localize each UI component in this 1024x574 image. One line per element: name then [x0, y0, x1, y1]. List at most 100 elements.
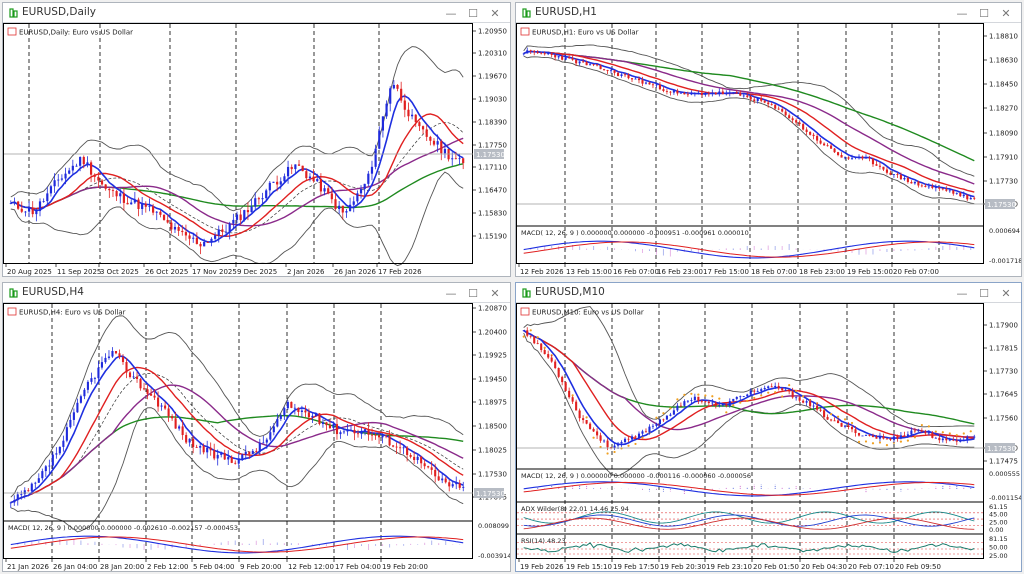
price-chart-daily[interactable]: EURUSD,Daily: Euro vs US Dollar 1.20950 1.…	[3, 23, 510, 276]
maximize-icon[interactable]: ☐	[979, 286, 989, 300]
candle-body	[423, 463, 426, 467]
close-icon[interactable]: ✕	[490, 286, 500, 300]
candle-body	[679, 92, 682, 94]
candle-body	[802, 124, 805, 130]
candle-body	[543, 350, 546, 355]
minimize-icon[interactable]: —	[445, 286, 457, 300]
candle-body	[924, 431, 927, 434]
sar-dot	[529, 329, 532, 332]
candle-body	[214, 235, 217, 239]
candle-body	[826, 145, 829, 147]
sar-dot	[627, 444, 630, 447]
candle-body	[462, 486, 465, 488]
candle-body	[297, 407, 300, 412]
candle-body	[550, 357, 553, 362]
minimize-icon[interactable]: —	[956, 6, 968, 20]
sar-dot	[613, 450, 616, 454]
price-chart-h4[interactable]: EURUSD,H4: Euro vs US Dollar 1.20870 1.204…	[3, 303, 510, 571]
candle-body	[739, 396, 742, 398]
maximize-icon[interactable]: ☐	[979, 6, 989, 20]
candle-body	[596, 431, 599, 436]
maximize-icon[interactable]: ☐	[468, 286, 478, 300]
candle-body	[721, 91, 724, 95]
candle-body	[669, 414, 672, 416]
candle-body	[582, 61, 585, 63]
candle-body	[910, 430, 913, 435]
indicator-scale-label: 0.000694	[989, 227, 1020, 235]
current-price-tag	[985, 443, 1015, 453]
candle-body	[31, 207, 34, 215]
maximize-icon[interactable]: ☐	[468, 6, 478, 20]
candle-body	[111, 351, 114, 357]
candle-body	[199, 445, 202, 448]
sar-dot	[906, 439, 909, 442]
minimize-icon[interactable]: —	[445, 6, 457, 20]
candle-body	[770, 386, 773, 388]
chart-window-h1[interactable]: EURUSD,H1 — ☐ ✕ EURUSD,H1: Euro vs US Do…	[515, 2, 1022, 277]
candle-body	[192, 438, 195, 447]
time-label: 19 Feb 20:00	[382, 563, 428, 571]
candle-body	[966, 437, 969, 440]
candle-body	[732, 398, 735, 402]
time-label: 2 Feb 12:00	[147, 563, 188, 571]
candle-body	[913, 430, 916, 432]
window-titlebar[interactable]: EURUSD,Daily — ☐ ✕	[3, 3, 510, 23]
candle-body	[725, 93, 728, 95]
chart-window-h4[interactable]: EURUSD,H4 — ☐ ✕ EURUSD,H4: Euro vs US Do…	[2, 282, 511, 572]
window-titlebar[interactable]: EURUSD,H4 — ☐ ✕	[3, 283, 510, 303]
window-title: EURUSD,H4	[22, 286, 84, 298]
time-label: 9 Feb 20:00	[240, 563, 281, 571]
candle-body	[592, 428, 595, 432]
candle-body	[152, 206, 155, 213]
candle-body	[871, 158, 875, 165]
price-chart-m10[interactable]: EURUSD,M10: Euro vs US Dollar 1.17900 1.17…	[516, 303, 1021, 571]
sar-dot	[829, 413, 833, 416]
sar-dot	[899, 440, 903, 443]
ma-fast	[10, 355, 464, 504]
candle-body	[213, 450, 216, 459]
sar-dot	[697, 393, 700, 396]
legend-icon	[520, 307, 530, 316]
candle-body	[164, 405, 167, 409]
sar-dot	[934, 430, 937, 433]
candle-body	[913, 181, 916, 184]
window-titlebar[interactable]: EURUSD,M10 — ☐ ✕	[516, 283, 1021, 303]
candle-body	[721, 404, 724, 406]
candle-body	[707, 93, 710, 95]
minimize-icon[interactable]: —	[956, 286, 968, 300]
close-icon[interactable]: ✕	[1001, 286, 1011, 300]
candle-body	[420, 456, 423, 464]
candle-body	[64, 173, 67, 179]
candle-body	[318, 413, 321, 425]
chart-icon	[522, 8, 531, 18]
chart-window-m10[interactable]: EURUSD,M10 — ☐ ✕ EURUSD,M10: Euro vs US …	[515, 282, 1022, 572]
candle-body	[254, 198, 257, 207]
candle-body	[427, 466, 430, 468]
indicator-label: RSI(14) 48.23	[521, 537, 566, 545]
sar-dot	[606, 452, 609, 455]
candle-body	[283, 408, 286, 416]
candle-body	[407, 109, 410, 117]
close-icon[interactable]: ✕	[490, 6, 500, 20]
candle-body	[819, 409, 822, 411]
candle-body	[816, 405, 819, 410]
candle-body	[58, 446, 61, 454]
candle-body	[868, 435, 871, 436]
price-chart-h1[interactable]: EURUSD,H1: Euro vs US Dollar 1.18810 1.186…	[516, 23, 1021, 276]
candle-body	[276, 418, 279, 427]
candle-body	[655, 424, 658, 426]
candle-body	[86, 381, 89, 390]
bollinger-lower	[10, 171, 464, 267]
close-icon[interactable]: ✕	[1001, 6, 1011, 20]
sar-dot	[850, 421, 854, 425]
price-label: 1.17560	[989, 415, 1018, 423]
candle-body	[644, 431, 648, 433]
candle-body	[334, 199, 337, 210]
chart-window-daily[interactable]: EURUSD,Daily — ☐ ✕ EURUSD,Daily: Euro vs…	[2, 2, 511, 277]
time-label: 16 Feb 07:00	[613, 268, 659, 276]
candle-body	[353, 429, 356, 434]
candle-body	[843, 425, 847, 427]
time-label: 19 Feb 23:10	[706, 563, 752, 571]
candle-body	[444, 478, 447, 483]
window-titlebar[interactable]: EURUSD,H1 — ☐ ✕	[516, 3, 1021, 23]
